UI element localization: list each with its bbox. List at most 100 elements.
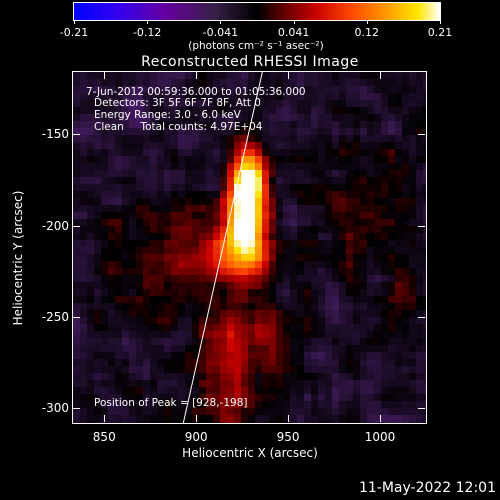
image-pixel — [122, 142, 130, 150]
image-pixel — [367, 184, 375, 192]
image-pixel — [122, 198, 130, 206]
image-pixel — [416, 359, 424, 367]
image-pixel — [325, 324, 333, 332]
image-pixel — [101, 240, 109, 248]
image-pixel — [115, 240, 123, 248]
image-pixel — [304, 268, 312, 276]
image-pixel — [206, 93, 214, 101]
image-pixel — [325, 135, 333, 143]
image-pixel — [150, 303, 158, 311]
image-pixel — [297, 198, 305, 206]
image-pixel — [283, 156, 291, 164]
image-pixel — [87, 128, 95, 136]
image-pixel — [318, 205, 326, 213]
image-pixel — [360, 128, 368, 136]
image-pixel — [269, 324, 277, 332]
image-pixel — [192, 107, 200, 115]
image-pixel — [178, 289, 186, 297]
image-pixel — [290, 100, 298, 108]
image-pixel — [199, 149, 207, 157]
image-pixel — [227, 254, 235, 262]
image-pixel — [192, 226, 200, 234]
image-pixel — [353, 128, 361, 136]
image-pixel — [241, 317, 249, 325]
image-pixel — [423, 317, 426, 325]
image-pixel — [171, 219, 179, 227]
image-pixel — [136, 177, 144, 185]
image-pixel — [129, 198, 137, 206]
image-pixel — [80, 184, 88, 192]
image-pixel — [101, 408, 109, 416]
image-pixel — [192, 93, 200, 101]
image-pixel — [283, 338, 291, 346]
image-pixel — [297, 387, 305, 395]
image-pixel — [129, 373, 137, 381]
image-pixel — [248, 352, 256, 360]
image-pixel — [283, 261, 291, 269]
image-pixel — [297, 261, 305, 269]
image-pixel — [199, 198, 207, 206]
image-pixel — [157, 212, 165, 220]
image-pixel — [255, 331, 263, 339]
image-pixel — [276, 394, 284, 402]
image-pixel — [304, 121, 312, 129]
image-pixel — [213, 226, 221, 234]
image-pixel — [192, 275, 200, 283]
image-pixel — [94, 86, 102, 94]
image-pixel — [353, 289, 361, 297]
image-pixel — [318, 93, 326, 101]
image-pixel — [164, 296, 172, 304]
image-pixel — [409, 79, 417, 87]
image-pixel — [346, 128, 354, 136]
image-pixel — [164, 422, 172, 423]
image-pixel — [353, 107, 361, 115]
image-pixel — [325, 359, 333, 367]
image-pixel — [276, 373, 284, 381]
image-pixel — [129, 352, 137, 360]
image-pixel — [423, 233, 426, 241]
image-pixel — [94, 359, 102, 367]
image-pixel — [381, 282, 389, 290]
image-pixel — [395, 324, 403, 332]
image-pixel — [262, 121, 270, 129]
image-pixel — [115, 135, 123, 143]
image-pixel — [304, 380, 312, 388]
image-pixel — [423, 366, 426, 374]
image-pixel — [367, 149, 375, 157]
image-pixel — [164, 352, 172, 360]
image-pixel — [185, 79, 193, 87]
image-pixel — [248, 268, 256, 276]
observation-time: 7-Jun-2012 00:59:36.000 to 01:05:36.000 — [86, 86, 306, 98]
image-pixel — [143, 135, 151, 143]
image-pixel — [423, 86, 426, 94]
image-pixel — [213, 380, 221, 388]
image-pixel — [157, 345, 165, 353]
image-pixel — [402, 135, 410, 143]
image-pixel — [136, 373, 144, 381]
image-pixel — [381, 401, 389, 409]
image-pixel — [395, 366, 403, 374]
image-pixel — [122, 261, 130, 269]
image-pixel — [339, 345, 347, 353]
image-pixel — [353, 93, 361, 101]
image-pixel — [409, 177, 417, 185]
image-pixel — [73, 198, 81, 206]
image-pixel — [304, 156, 312, 164]
image-pixel — [332, 324, 340, 332]
image-pixel — [73, 345, 81, 353]
image-pixel — [241, 324, 249, 332]
image-pixel — [220, 366, 228, 374]
image-pixel — [346, 401, 354, 409]
image-pixel — [192, 352, 200, 360]
image-pixel — [248, 247, 256, 255]
image-pixel — [360, 380, 368, 388]
image-pixel — [269, 303, 277, 311]
image-pixel — [178, 394, 186, 402]
image-pixel — [409, 198, 417, 206]
image-pixel — [80, 212, 88, 220]
image-pixel — [304, 408, 312, 416]
image-pixel — [360, 121, 368, 129]
image-pixel — [311, 373, 319, 381]
image-pixel — [416, 86, 424, 94]
image-pixel — [402, 401, 410, 409]
